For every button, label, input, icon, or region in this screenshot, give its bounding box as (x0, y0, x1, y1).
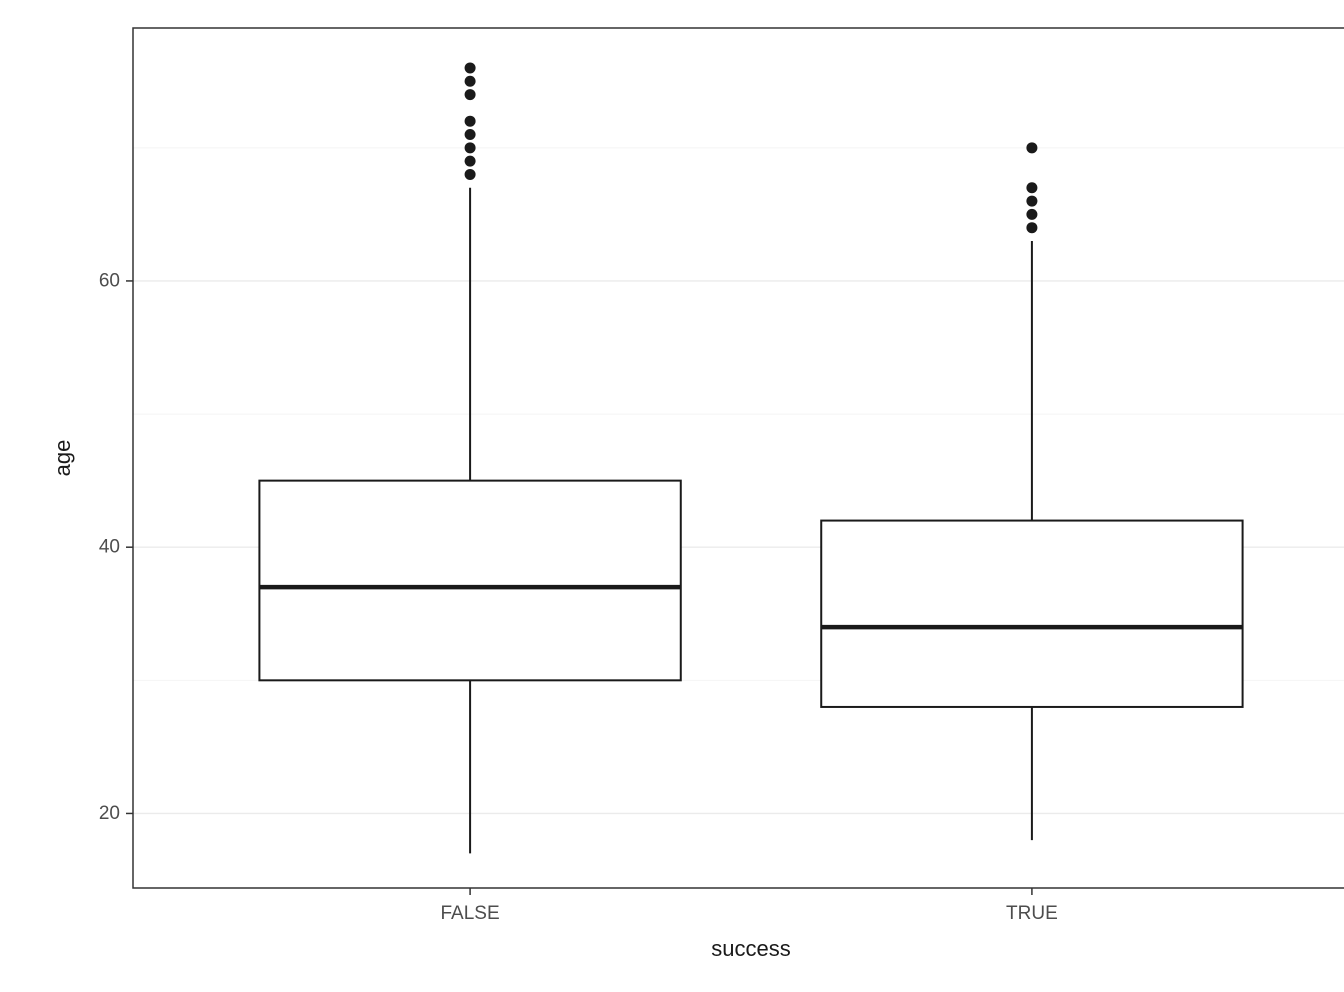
outlier-point (464, 142, 476, 154)
box-true (820, 519, 1244, 708)
boxplot-svg: 20 40 60 FALSE TRUE success age (50, 27, 1344, 961)
y-tick-label: 40 (99, 537, 120, 558)
outlier-point (464, 62, 476, 74)
outlier-point (464, 155, 476, 167)
outlier-point (464, 89, 476, 101)
plot-panel (133, 28, 1344, 888)
y-tick-label: 20 (99, 803, 120, 824)
y-axis-title: age (50, 440, 75, 477)
outlier-point (464, 129, 476, 141)
outlier-point (1026, 195, 1038, 207)
outlier-point (464, 115, 476, 127)
outlier-point (464, 168, 476, 180)
outlier-point (1026, 222, 1038, 234)
outlier-point (1026, 182, 1038, 194)
outlier-point (464, 75, 476, 87)
panel-border (132, 27, 1344, 889)
x-tick-label: FALSE (441, 903, 500, 924)
x-axis-title: success (711, 936, 790, 961)
x-tick-label: TRUE (1006, 903, 1058, 924)
y-tick-label: 60 (99, 270, 120, 291)
box-false (258, 479, 682, 682)
outlier-point (1026, 208, 1038, 220)
boxplot-figure: 20 40 60 FALSE TRUE success age (40, 16, 1344, 976)
outlier-point (1026, 142, 1038, 154)
